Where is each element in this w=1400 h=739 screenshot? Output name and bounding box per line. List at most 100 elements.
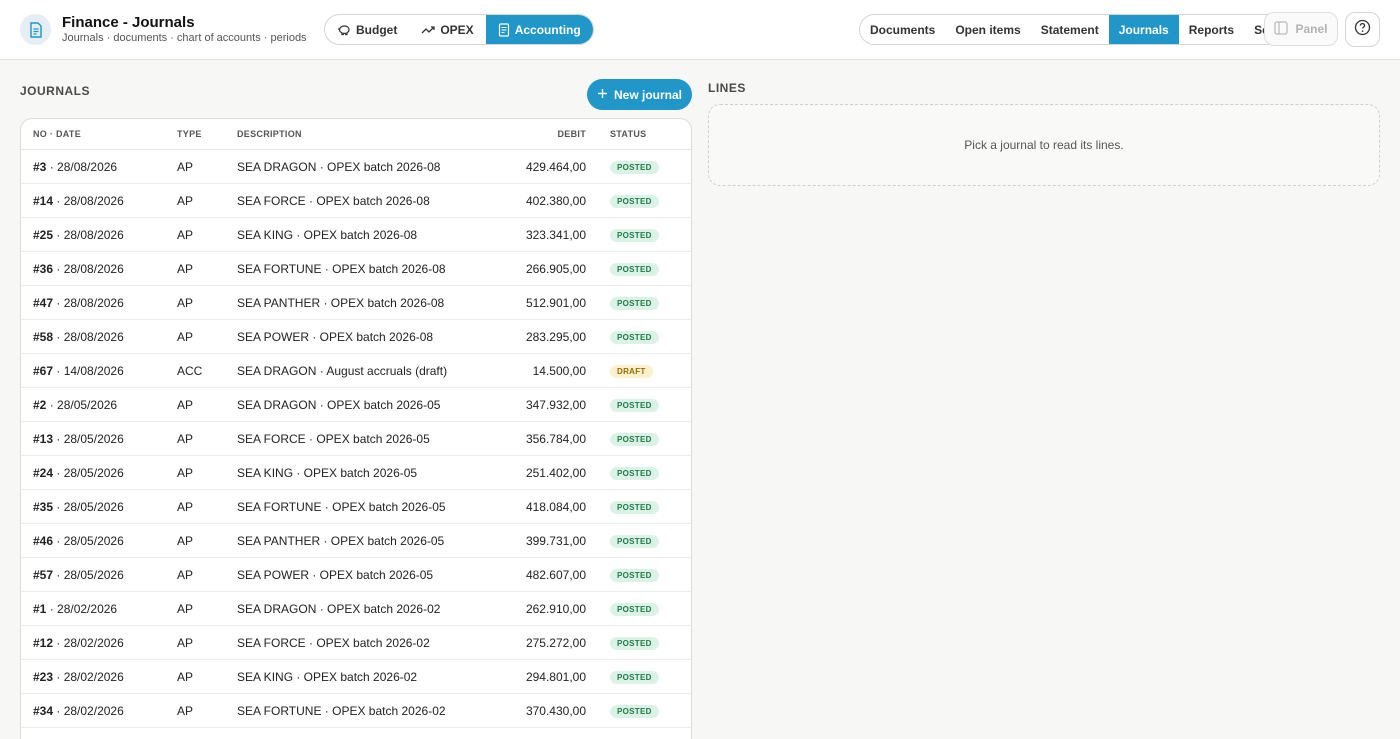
journal-no-date: #12 · 28/02/2026: [33, 636, 124, 650]
journal-number: #58: [33, 330, 54, 344]
table-row[interactable]: #24 · 28/05/2026 AP SEA KING · OPEX batch …: [21, 456, 691, 490]
status-badge: POSTED: [610, 195, 659, 208]
journal-description: SEA POWER · OPEX batch 2026-05: [237, 568, 434, 582]
module-budget-button[interactable]: Budget: [325, 15, 409, 44]
table-row[interactable]: #2 · 28/05/2026 AP SEA DRAGON · OPEX batch…: [21, 388, 691, 422]
journal-date: 28/05/2026: [63, 568, 124, 582]
lines-empty-state: Pick a journal to read its lines.: [708, 104, 1380, 186]
journal-no-date: #67 · 14/08/2026: [33, 364, 124, 378]
tab-statement[interactable]: Statement: [1040, 22, 1099, 37]
journal-debit: 294.801,00: [525, 670, 586, 684]
table-row[interactable]: #47 · 28/08/2026 AP SEA PANTHER · OPEX bat…: [21, 286, 691, 320]
table-row[interactable]: #35 · 28/05/2026 AP SEA FORTUNE · OPEX bat…: [21, 490, 691, 524]
journal-debit: 275.272,00: [525, 636, 586, 650]
table-row[interactable]: #34 · 28/02/2026 AP SEA FORTUNE · OPEX bat…: [21, 694, 691, 728]
table-row[interactable]: #14 · 28/08/2026 AP SEA FORCE · OPEX batch…: [21, 184, 691, 218]
new-journal-button[interactable]: New journal: [587, 79, 692, 110]
journal-number: #1: [33, 602, 47, 616]
lines-section-label: LINES: [708, 81, 746, 95]
journal-description: SEA FORCE · OPEX batch 2026-08: [237, 194, 430, 208]
status-badge: POSTED: [610, 569, 659, 582]
table-row[interactable]: #12 · 28/02/2026 AP SEA FORCE · OPEX batch…: [21, 626, 691, 660]
tab-journals[interactable]: Journals: [1108, 15, 1179, 44]
journal-date: 28/08/2026: [63, 262, 124, 276]
table-row[interactable]: #36 · 28/08/2026 AP SEA FORTUNE · OPEX bat…: [21, 252, 691, 286]
journal-date: 28/08/2026: [57, 160, 118, 174]
journal-date: 14/08/2026: [63, 364, 124, 378]
journal-description: SEA DRAGON · August accruals (draft): [237, 364, 448, 378]
module-accounting-button[interactable]: Accounting: [485, 15, 593, 44]
journal-type: AP: [177, 636, 194, 650]
journal-debit: 356.784,00: [525, 432, 586, 446]
table-header: NO · DATE TYPE DESCRIPTION DEBIT STATUS: [21, 119, 691, 150]
table-row[interactable]: #23 · 28/02/2026 AP SEA KING · OPEX batch …: [21, 660, 691, 694]
column-header-debit[interactable]: DEBIT: [557, 129, 586, 139]
journal-date: 28/02/2026: [63, 636, 124, 650]
journal-no-date: #23 · 28/02/2026: [33, 670, 124, 684]
journal-number: #3: [33, 160, 47, 174]
table-row[interactable]: #46 · 28/05/2026 AP SEA PANTHER · OPEX bat…: [21, 524, 691, 558]
journal-description: SEA DRAGON · OPEX batch 2026-02: [237, 602, 441, 616]
table-row[interactable]: #67 · 14/08/2026 ACC SEA DRAGON · August a…: [21, 354, 691, 388]
journal-number: #14: [33, 194, 54, 208]
column-header-description[interactable]: DESCRIPTION: [237, 129, 302, 139]
journal-debit: 418.084,00: [525, 500, 586, 514]
journal-no-date: #57 · 28/05/2026: [33, 568, 124, 582]
page-title: Finance - Journals: [62, 14, 195, 31]
table-row[interactable]: #3 · 28/08/2026 AP SEA DRAGON · OPEX batch…: [21, 150, 691, 184]
journal-debit: 262.910,00: [525, 602, 586, 616]
table-row[interactable]: #13 · 28/05/2026 AP SEA FORCE · OPEX batch…: [21, 422, 691, 456]
journal-number: #25: [33, 228, 54, 242]
status-badge: POSTED: [610, 535, 659, 548]
journal-type: AP: [177, 568, 194, 582]
table-row[interactable]: #1 · 28/02/2026 AP SEA DRAGON · OPEX batch…: [21, 592, 691, 626]
panel-toggle-button[interactable]: Panel: [1264, 12, 1338, 46]
journal-description: SEA DRAGON · OPEX batch 2026-05: [237, 398, 441, 412]
journal-description: SEA FORTUNE · OPEX batch 2026-05: [237, 500, 446, 514]
status-badge: POSTED: [610, 161, 659, 174]
journal-debit: 512.901,00: [525, 296, 586, 310]
status-badge: POSTED: [610, 705, 659, 718]
status-badge: POSTED: [610, 637, 659, 650]
table-row[interactable]: #57 · 28/05/2026 AP SEA POWER · OPEX batch…: [21, 558, 691, 592]
lines-empty-message: Pick a journal to read its lines.: [964, 138, 1124, 152]
column-header-status[interactable]: STATUS: [610, 129, 647, 139]
journal-date: 28/08/2026: [63, 194, 124, 208]
journal-description: SEA FORCE · OPEX batch 2026-05: [237, 432, 430, 446]
journal-no-date: #24 · 28/05/2026: [33, 466, 124, 480]
journal-type: AP: [177, 160, 194, 174]
tab-documents[interactable]: Documents: [870, 22, 936, 37]
journal-type: ACC: [177, 364, 203, 378]
journal-type: AP: [177, 670, 194, 684]
journal-type: AP: [177, 466, 194, 480]
journal-no-date: #46 · 28/05/2026: [33, 534, 124, 548]
journal-number: #57: [33, 568, 54, 582]
journal-number: #36: [33, 262, 54, 276]
journal-description: SEA FORCE · OPEX batch 2026-02: [237, 636, 430, 650]
journal-date: 28/05/2026: [63, 466, 124, 480]
journal-number: #47: [33, 296, 54, 310]
tab-open-items[interactable]: Open items: [955, 22, 1021, 37]
journal-type: AP: [177, 602, 194, 616]
status-badge: DRAFT: [610, 365, 653, 378]
tab-reports[interactable]: Reports: [1188, 22, 1235, 37]
journal-no-date: #35 · 28/05/2026: [33, 500, 124, 514]
status-badge: POSTED: [610, 297, 659, 310]
column-header-no-date[interactable]: NO · DATE: [33, 129, 82, 139]
module-switcher: Budget OPEX Accounting: [324, 14, 594, 45]
journal-date: 28/05/2026: [57, 398, 118, 412]
journal-no-date: #34 · 28/02/2026: [33, 704, 124, 718]
module-opex-button[interactable]: OPEX: [409, 15, 485, 44]
ledger-icon: [498, 22, 510, 37]
journal-description: SEA KING · OPEX batch 2026-08: [237, 228, 418, 242]
journal-number: #24: [33, 466, 54, 480]
table-row[interactable]: #58 · 28/08/2026 AP SEA POWER · OPEX batch…: [21, 320, 691, 354]
column-header-type[interactable]: TYPE: [177, 129, 202, 139]
help-button[interactable]: [1345, 12, 1380, 47]
journal-type: AP: [177, 228, 194, 242]
piggy-bank-icon: [337, 24, 351, 36]
plus-icon: [597, 88, 608, 102]
journal-type: AP: [177, 432, 194, 446]
table-row[interactable]: #25 · 28/08/2026 AP SEA KING · OPEX batch …: [21, 218, 691, 252]
journal-type: AP: [177, 704, 194, 718]
